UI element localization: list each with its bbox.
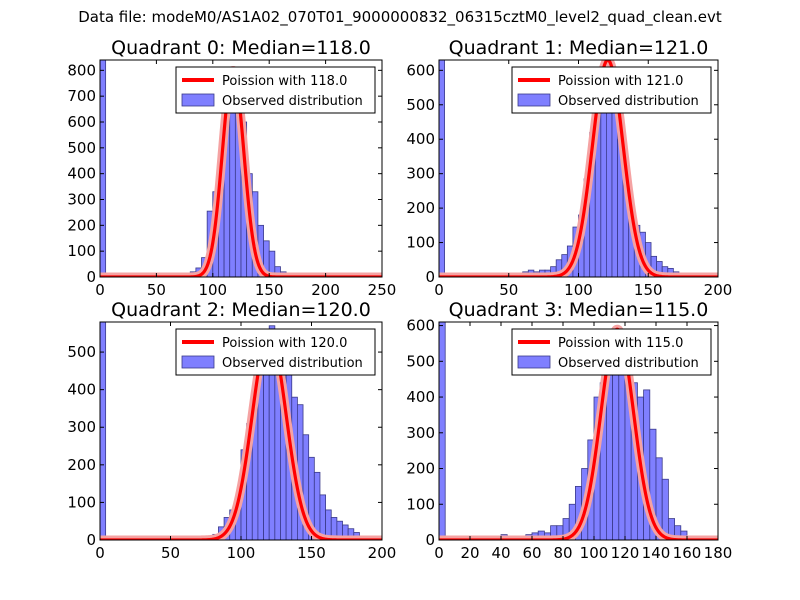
legend-fit-label: Poission with 118.0: [222, 74, 347, 89]
y-tick-label: 400: [406, 130, 435, 148]
x-tick-label: 0: [434, 544, 444, 562]
y-tick-label: 200: [406, 199, 435, 217]
legend-observed-swatch: [181, 93, 215, 107]
legend-fit-label: Poission with 120.0: [222, 336, 347, 351]
axis-frame: [438, 321, 719, 541]
legend-fit-label: Poission with 115.0: [558, 336, 683, 351]
y-tick-label: 500: [406, 352, 435, 370]
panel-q2: 0 50 100 150 200 0 100 200 300 400 500 Quadrant 2: …: [67, 299, 396, 562]
legend-observed-label: Observed distribution: [558, 356, 699, 371]
panel-q3: 0 20 40 60 80 100 120 140 160 1800100200300400500…: [406, 299, 732, 562]
y-tick-label: 100: [67, 493, 96, 511]
legend-fit-label: Poission with 121.0: [558, 74, 683, 89]
x-tick-label: 60: [522, 544, 541, 562]
legend: Poission with 115.0 Observed distribution: [511, 328, 712, 376]
x-tick-label: 40: [491, 544, 510, 562]
x-tick-label: 100: [580, 544, 609, 562]
panel-title: Quadrant 2: Median=120.0: [111, 299, 371, 321]
legend: Poission with 120.0 Observed distribution: [175, 328, 376, 376]
y-tick-label: 400: [67, 381, 96, 399]
histogram-bar: [439, 60, 445, 277]
y-tick-label: 200: [67, 456, 96, 474]
panel-title: Quadrant 0: Median=118.0: [111, 37, 371, 59]
figure-title: Data file: modeM0/AS1A02_070T01_90000008…: [78, 8, 722, 26]
axis-frame: [99, 59, 383, 278]
x-tick-label: 150: [297, 544, 326, 562]
x-tick-label: 50: [499, 281, 518, 299]
y-tick-label: 100: [406, 234, 435, 252]
y-tick-label: 0: [86, 268, 96, 286]
x-tick-label: 0: [95, 281, 105, 299]
x-tick-label: 200: [311, 281, 340, 299]
y-tick-label: 0: [86, 531, 96, 549]
y-tick-label: 400: [406, 388, 435, 406]
x-tick-label: 20: [460, 544, 479, 562]
histogram-bar: [100, 322, 107, 540]
y-tick-label: 100: [406, 495, 435, 513]
y-tick-label: 100: [67, 242, 96, 260]
histogram-bar: [268, 250, 276, 277]
x-tick-label: 150: [255, 281, 284, 299]
y-tick-label: 600: [406, 61, 435, 79]
y-tick-label: 500: [67, 139, 96, 157]
legend: Poission with 121.0 Observed distribution: [511, 66, 712, 114]
histogram-bar: [100, 60, 107, 277]
y-tick-label: 500: [406, 96, 435, 114]
legend-observed-label: Observed distribution: [222, 94, 363, 109]
histogram-bar: [229, 95, 236, 277]
histogram-bar: [439, 322, 446, 540]
x-tick-label: 0: [95, 544, 105, 562]
panel-title: Quadrant 1: Median=121.0: [449, 37, 709, 59]
legend: Poission with 118.0 Observed distribution: [175, 66, 376, 114]
fit-curve: [439, 327, 718, 540]
legend-observed-swatch: [181, 355, 215, 369]
x-tick-label: 160: [673, 544, 702, 562]
y-tick-label: 0: [425, 531, 435, 549]
y-tick-label: 800: [67, 61, 96, 79]
legend-observed-label: Observed distribution: [222, 356, 363, 371]
y-tick-label: 300: [67, 418, 96, 436]
x-tick-label: 150: [634, 281, 663, 299]
x-tick-label: 0: [434, 281, 444, 299]
y-tick-label: 400: [67, 165, 96, 183]
panel-title: Quadrant 3: Median=115.0: [449, 299, 709, 321]
histogram-bar: [611, 107, 618, 277]
legend-observed-swatch: [517, 93, 551, 107]
panel-q0: 0 50 100 150 200 250 0 100 200 300 400 500 600 700 800…: [67, 37, 396, 299]
x-tick-label: 200: [704, 281, 733, 299]
y-tick-label: 600: [406, 317, 435, 335]
y-tick-label: 500: [67, 343, 96, 361]
y-tick-label: 600: [67, 113, 96, 131]
y-tick-label: 300: [67, 191, 96, 209]
x-tick-label: 50: [147, 281, 166, 299]
x-tick-label: 50: [161, 544, 180, 562]
legend-observed-swatch: [517, 355, 551, 369]
y-tick-label: 300: [406, 424, 435, 442]
fit-curve: [100, 68, 382, 277]
x-tick-label: 100: [227, 544, 256, 562]
x-tick-label: 100: [564, 281, 593, 299]
x-tick-label: 180: [704, 544, 733, 562]
y-tick-label: 0: [425, 268, 435, 286]
panel-q1: 0 50 100 150 200 0 100 200 300 400 500 600 Quadrant …: [406, 37, 732, 299]
x-tick-label: 250: [368, 281, 397, 299]
x-tick-label: 80: [553, 544, 572, 562]
y-tick-label: 300: [406, 165, 435, 183]
x-tick-label: 200: [368, 544, 397, 562]
x-tick-label: 100: [198, 281, 227, 299]
y-tick-label: 200: [406, 460, 435, 478]
histogram-bar: [661, 478, 669, 540]
legend-observed-label: Observed distribution: [558, 94, 699, 109]
y-tick-label: 700: [67, 87, 96, 105]
y-tick-label: 200: [67, 216, 96, 234]
x-tick-label: 140: [642, 544, 671, 562]
panel-data: [100, 60, 382, 277]
x-tick-label: 120: [611, 544, 640, 562]
